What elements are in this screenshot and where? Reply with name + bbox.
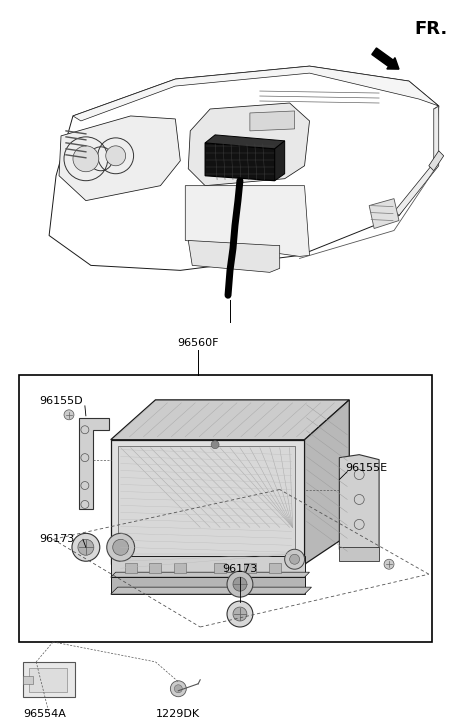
Polygon shape [275, 141, 285, 181]
Polygon shape [111, 400, 349, 440]
Bar [214, 563, 226, 573]
Polygon shape [79, 418, 109, 510]
Bar [23, 676, 33, 684]
Polygon shape [185, 185, 309, 257]
Circle shape [227, 571, 253, 597]
Circle shape [78, 539, 94, 555]
Polygon shape [111, 556, 305, 577]
Bar [23, 662, 75, 696]
Polygon shape [429, 150, 443, 171]
Polygon shape [188, 103, 309, 185]
Circle shape [73, 146, 99, 172]
Circle shape [384, 559, 394, 569]
Bar [149, 563, 161, 573]
Text: 96554A: 96554A [23, 709, 66, 719]
Text: 96155E: 96155E [345, 462, 387, 473]
Circle shape [233, 577, 247, 591]
Polygon shape [188, 241, 280, 273]
Circle shape [171, 680, 186, 696]
Circle shape [233, 607, 247, 621]
Polygon shape [305, 400, 349, 564]
FancyArrow shape [372, 48, 399, 69]
Polygon shape [59, 116, 180, 201]
Polygon shape [111, 587, 312, 594]
Bar [174, 563, 186, 573]
Polygon shape [250, 111, 295, 131]
Text: 96560F: 96560F [177, 338, 219, 348]
Circle shape [285, 550, 305, 569]
Text: 96173: 96173 [39, 534, 74, 545]
Circle shape [107, 534, 135, 561]
Polygon shape [111, 572, 309, 577]
Polygon shape [395, 106, 439, 216]
Polygon shape [118, 446, 295, 556]
Text: 96155D: 96155D [39, 396, 83, 406]
Circle shape [211, 441, 219, 449]
Polygon shape [111, 440, 305, 564]
Circle shape [112, 539, 129, 555]
Polygon shape [73, 66, 439, 121]
Circle shape [227, 601, 253, 627]
Bar [124, 563, 136, 573]
Polygon shape [339, 547, 379, 561]
Polygon shape [205, 135, 285, 149]
Bar [29, 668, 67, 692]
Polygon shape [369, 198, 399, 228]
Circle shape [106, 146, 126, 166]
Bar [269, 563, 281, 573]
Circle shape [72, 534, 100, 561]
Circle shape [174, 685, 182, 693]
Polygon shape [111, 577, 305, 594]
Text: 1229DK: 1229DK [155, 709, 200, 719]
Polygon shape [205, 142, 275, 181]
Circle shape [290, 554, 300, 564]
Polygon shape [339, 454, 379, 554]
Text: 96173: 96173 [222, 564, 257, 574]
Text: FR.: FR. [414, 20, 447, 39]
Circle shape [64, 410, 74, 419]
Bar [19, 375, 432, 642]
Bar [244, 563, 256, 573]
